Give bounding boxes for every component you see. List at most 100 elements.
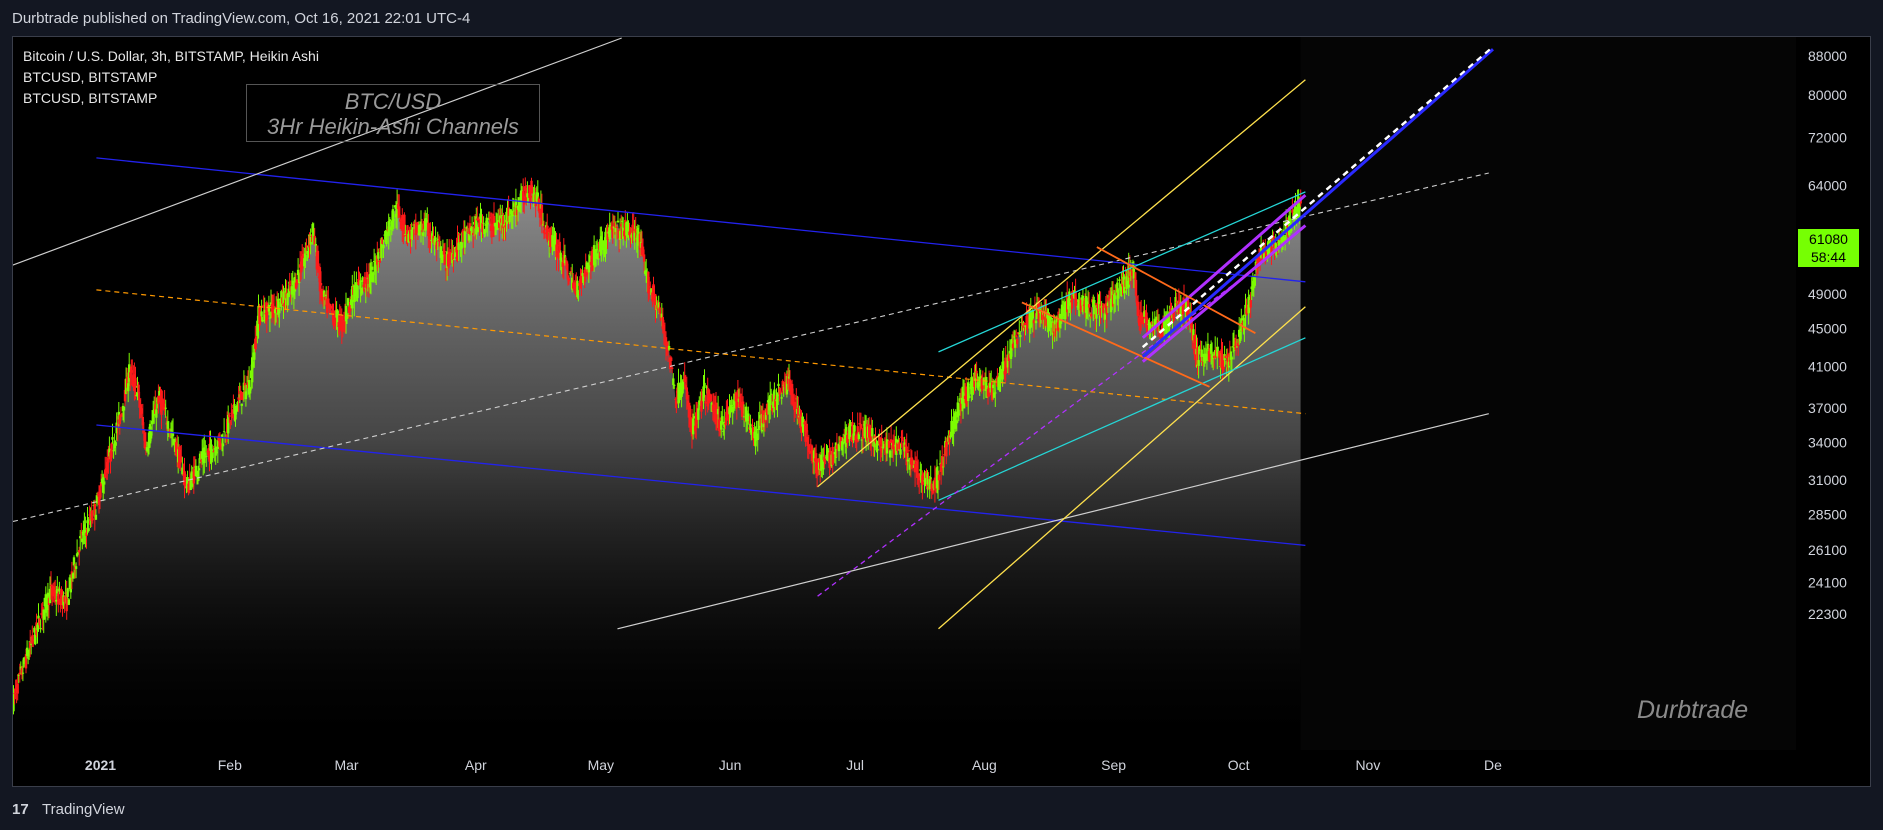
bull-candle bbox=[149, 426, 153, 442]
bear-candle bbox=[270, 294, 274, 323]
bull-candle bbox=[79, 530, 82, 551]
trendline-blue-projection[interactable] bbox=[1141, 48, 1494, 358]
bear-candle bbox=[488, 211, 491, 225]
bull-candle bbox=[371, 271, 375, 283]
bull-candle bbox=[388, 217, 391, 225]
bull-candle bbox=[351, 274, 354, 319]
bear-candle bbox=[88, 505, 91, 525]
bull-candle bbox=[576, 276, 579, 299]
bear-candle bbox=[85, 527, 88, 549]
bear-candle bbox=[20, 665, 24, 680]
price-tick-label: 41000 bbox=[1808, 359, 1847, 375]
bear-candle bbox=[1224, 355, 1227, 359]
tradingview-logo-icon[interactable]: 17 bbox=[12, 801, 29, 818]
trendline-blue-channel-upper[interactable] bbox=[96, 157, 1306, 283]
bear-candle bbox=[911, 458, 915, 472]
bear-candle bbox=[724, 417, 727, 430]
bull-candle bbox=[857, 431, 860, 441]
trendline-blue-channel-lower[interactable] bbox=[96, 424, 1306, 547]
bull-candle bbox=[94, 509, 98, 520]
bear-candle bbox=[878, 429, 881, 447]
trendline-cyan-upper[interactable] bbox=[938, 191, 1306, 353]
trendline-purple-upper[interactable] bbox=[1141, 193, 1307, 339]
chart-legend: Bitcoin / U.S. Dollar, 3h, BITSTAMP, Hei… bbox=[23, 46, 319, 109]
price-axis[interactable]: 22300 24100 26100 28500 31000 34000 37000 41000… bbox=[1796, 37, 1870, 786]
bear-candle bbox=[106, 449, 109, 480]
bear-candle bbox=[658, 301, 661, 315]
bear-candle bbox=[1234, 334, 1238, 356]
bull-candle bbox=[344, 292, 348, 334]
bull-candle bbox=[356, 282, 359, 302]
trendline-white-lower[interactable] bbox=[617, 413, 1489, 630]
bull-candle bbox=[769, 381, 772, 420]
bear-candle bbox=[913, 451, 917, 487]
price-axis-bg bbox=[1796, 37, 1870, 786]
price-tick-label: 37000 bbox=[1808, 400, 1847, 416]
bear-candle bbox=[1007, 352, 1011, 375]
bull-candle bbox=[102, 474, 105, 502]
time-tick-label: Mar bbox=[334, 757, 358, 773]
bull-candle bbox=[1125, 269, 1128, 295]
bear-candle bbox=[620, 214, 623, 240]
time-tick-label: May bbox=[588, 757, 614, 773]
bear-candle bbox=[648, 276, 651, 300]
bear-candle bbox=[243, 375, 247, 395]
bull-candle bbox=[1031, 305, 1034, 333]
bear-candle bbox=[332, 303, 335, 330]
bull-candle bbox=[1230, 356, 1234, 373]
bear-candle bbox=[709, 393, 712, 402]
bull-candle bbox=[306, 250, 309, 261]
bear-candle bbox=[569, 267, 573, 275]
bull-candle bbox=[999, 365, 1002, 392]
last-price-value: 61080 bbox=[1809, 231, 1848, 247]
trendline-purple-dashed[interactable] bbox=[817, 261, 1265, 597]
tradingview-brand[interactable]: TradingView bbox=[42, 801, 125, 818]
time-axis[interactable]: 2021 Feb Mar Apr May Jun Jul Aug Sep Oct Nov De bbox=[13, 750, 1870, 786]
price-tick-label: 22300 bbox=[1808, 606, 1847, 622]
trendline-white-upper[interactable] bbox=[13, 37, 622, 290]
bull-candle bbox=[756, 433, 759, 452]
bear-candle bbox=[140, 404, 143, 418]
price-tick-label: 88000 bbox=[1808, 48, 1847, 64]
bear-candle bbox=[905, 433, 908, 471]
bear-candle bbox=[1087, 292, 1091, 314]
bull-candle bbox=[1153, 311, 1156, 339]
bear-candle bbox=[1138, 309, 1141, 331]
price-chart[interactable]: 22300 24100 26100 28500 31000 34000 37000 41000… bbox=[13, 37, 1870, 786]
bear-candle bbox=[542, 220, 546, 240]
bear-candle bbox=[634, 217, 637, 243]
bull-candle bbox=[1081, 288, 1085, 315]
trendline-orange-upper[interactable] bbox=[1096, 246, 1256, 334]
bull-candle bbox=[978, 368, 981, 396]
bull-candle bbox=[87, 517, 90, 533]
trendline-white-dashed[interactable] bbox=[13, 172, 1489, 523]
bull-candle bbox=[697, 404, 700, 429]
bear-candle bbox=[540, 193, 544, 234]
bull-candle bbox=[1050, 316, 1053, 320]
bear-candle bbox=[110, 442, 113, 462]
bear-candle bbox=[427, 214, 430, 249]
bear-candle bbox=[365, 263, 368, 297]
bear-candle bbox=[443, 242, 447, 265]
trendline-purple-lower[interactable] bbox=[1141, 224, 1307, 363]
bull-candle bbox=[1179, 295, 1182, 324]
trendline-yellow-lower[interactable] bbox=[938, 306, 1306, 630]
bear-candle bbox=[606, 223, 609, 249]
time-tick-label: Feb bbox=[218, 757, 242, 773]
trendline-yellow-upper[interactable] bbox=[817, 79, 1306, 488]
trendline-cyan-lower[interactable] bbox=[938, 337, 1306, 501]
bull-candle bbox=[672, 373, 675, 389]
bear-candle bbox=[683, 362, 686, 387]
bull-candle bbox=[261, 316, 264, 323]
bear-candle bbox=[96, 491, 100, 497]
bear-candle bbox=[502, 212, 505, 242]
trendline-orange-lower[interactable] bbox=[1021, 301, 1210, 388]
trendline-orange-dashed[interactable] bbox=[96, 289, 1306, 415]
bull-candle bbox=[882, 441, 885, 449]
bear-candle bbox=[59, 589, 62, 613]
bear-candle bbox=[851, 412, 854, 448]
bull-candle bbox=[692, 404, 696, 429]
time-tick-label: Nov bbox=[1355, 757, 1380, 773]
price-tick-label: 24100 bbox=[1808, 575, 1847, 591]
bear-candle bbox=[208, 430, 211, 472]
